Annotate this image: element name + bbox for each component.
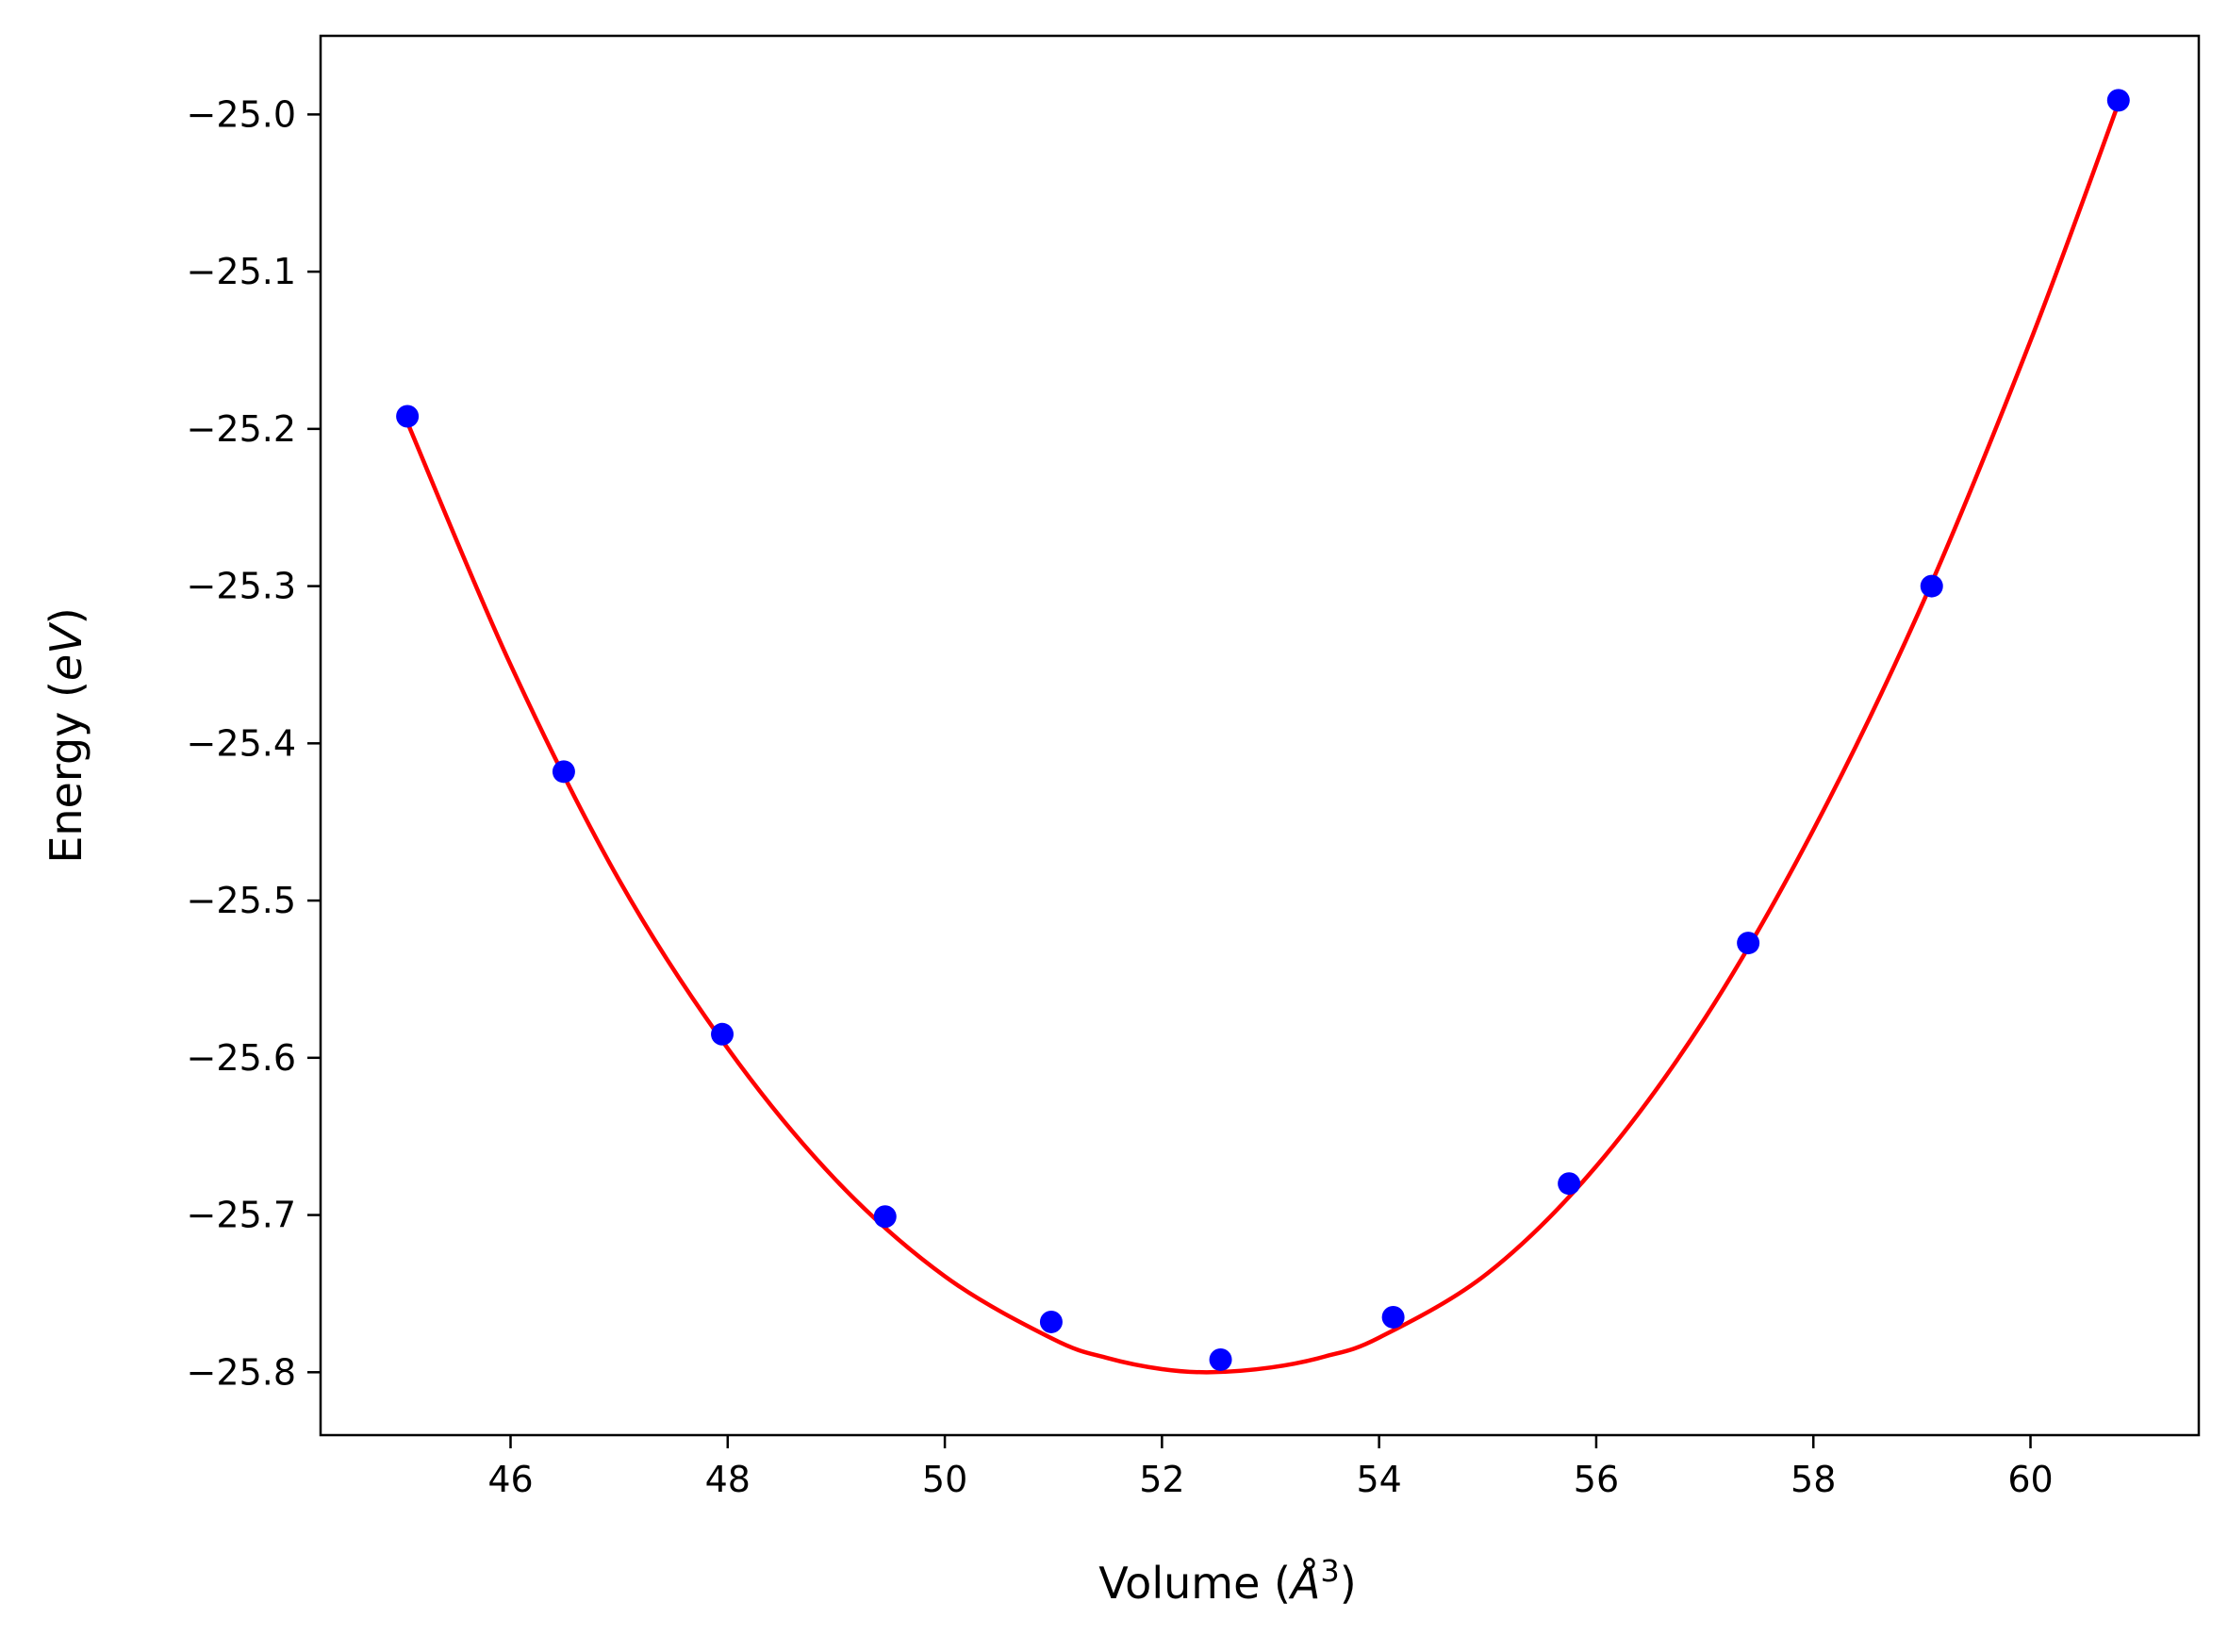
y-tick-label: −25.1: [187, 251, 296, 292]
plot-marks: [396, 89, 2130, 1375]
data-point: [1558, 1172, 1581, 1196]
y-axis: −25.8 −25.7 −25.6 −25.5 −25.4 −25.3 −25.2 −25.1…: [187, 93, 321, 1393]
data-point: [1381, 1305, 1405, 1329]
data-point: [552, 760, 575, 784]
fit-curve-line: [405, 102, 2121, 1375]
y-tick-label: −25.7: [187, 1195, 296, 1236]
y-tick-label: −25.5: [187, 880, 296, 921]
data-point: [396, 405, 420, 428]
data-point: [1920, 574, 1943, 598]
y-axis-label-suffix: ): [41, 607, 91, 624]
y-tick-label: −25.8: [187, 1351, 296, 1393]
x-axis-label: Volume (Å3): [1098, 1553, 1356, 1609]
y-tick-label: −25.3: [187, 566, 296, 607]
x-tick-label: 54: [1356, 1459, 1401, 1500]
x-axis-label-prefix: Volume (: [1098, 1558, 1291, 1609]
data-point: [1039, 1310, 1063, 1333]
x-tick-label: 50: [922, 1459, 967, 1500]
x-tick-label: 60: [2007, 1459, 2053, 1500]
x-axis: 46 48 50 52 54 56 58 60: [487, 1435, 2054, 1500]
x-tick-label: 46: [487, 1459, 533, 1500]
y-axis-label: Energy (eV): [41, 607, 91, 863]
y-tick-label: −25.0: [187, 93, 296, 135]
data-point: [1737, 932, 1760, 955]
y-axis-label-prefix: Energy (: [41, 681, 91, 864]
y-tick-label: −25.6: [187, 1037, 296, 1079]
y-tick-label: −25.2: [187, 408, 296, 450]
x-axis-label-suffix: ): [1340, 1558, 1357, 1609]
x-tick-label: 58: [1791, 1459, 1836, 1500]
x-axis-label-unit: Å: [1288, 1558, 1320, 1609]
x-tick-label: 48: [705, 1459, 751, 1500]
y-tick-label: −25.4: [187, 722, 296, 764]
plot-area-frame: [319, 34, 2201, 1437]
data-point: [711, 1022, 734, 1046]
x-axis-label-superscript: 3: [1320, 1553, 1339, 1589]
x-tick-label: 52: [1139, 1459, 1184, 1500]
data-point: [2106, 89, 2130, 112]
data-point: [1209, 1347, 1232, 1371]
y-axis-label-unit: eV: [41, 621, 91, 681]
x-tick-label: 56: [1574, 1459, 1619, 1500]
data-point: [873, 1205, 897, 1229]
